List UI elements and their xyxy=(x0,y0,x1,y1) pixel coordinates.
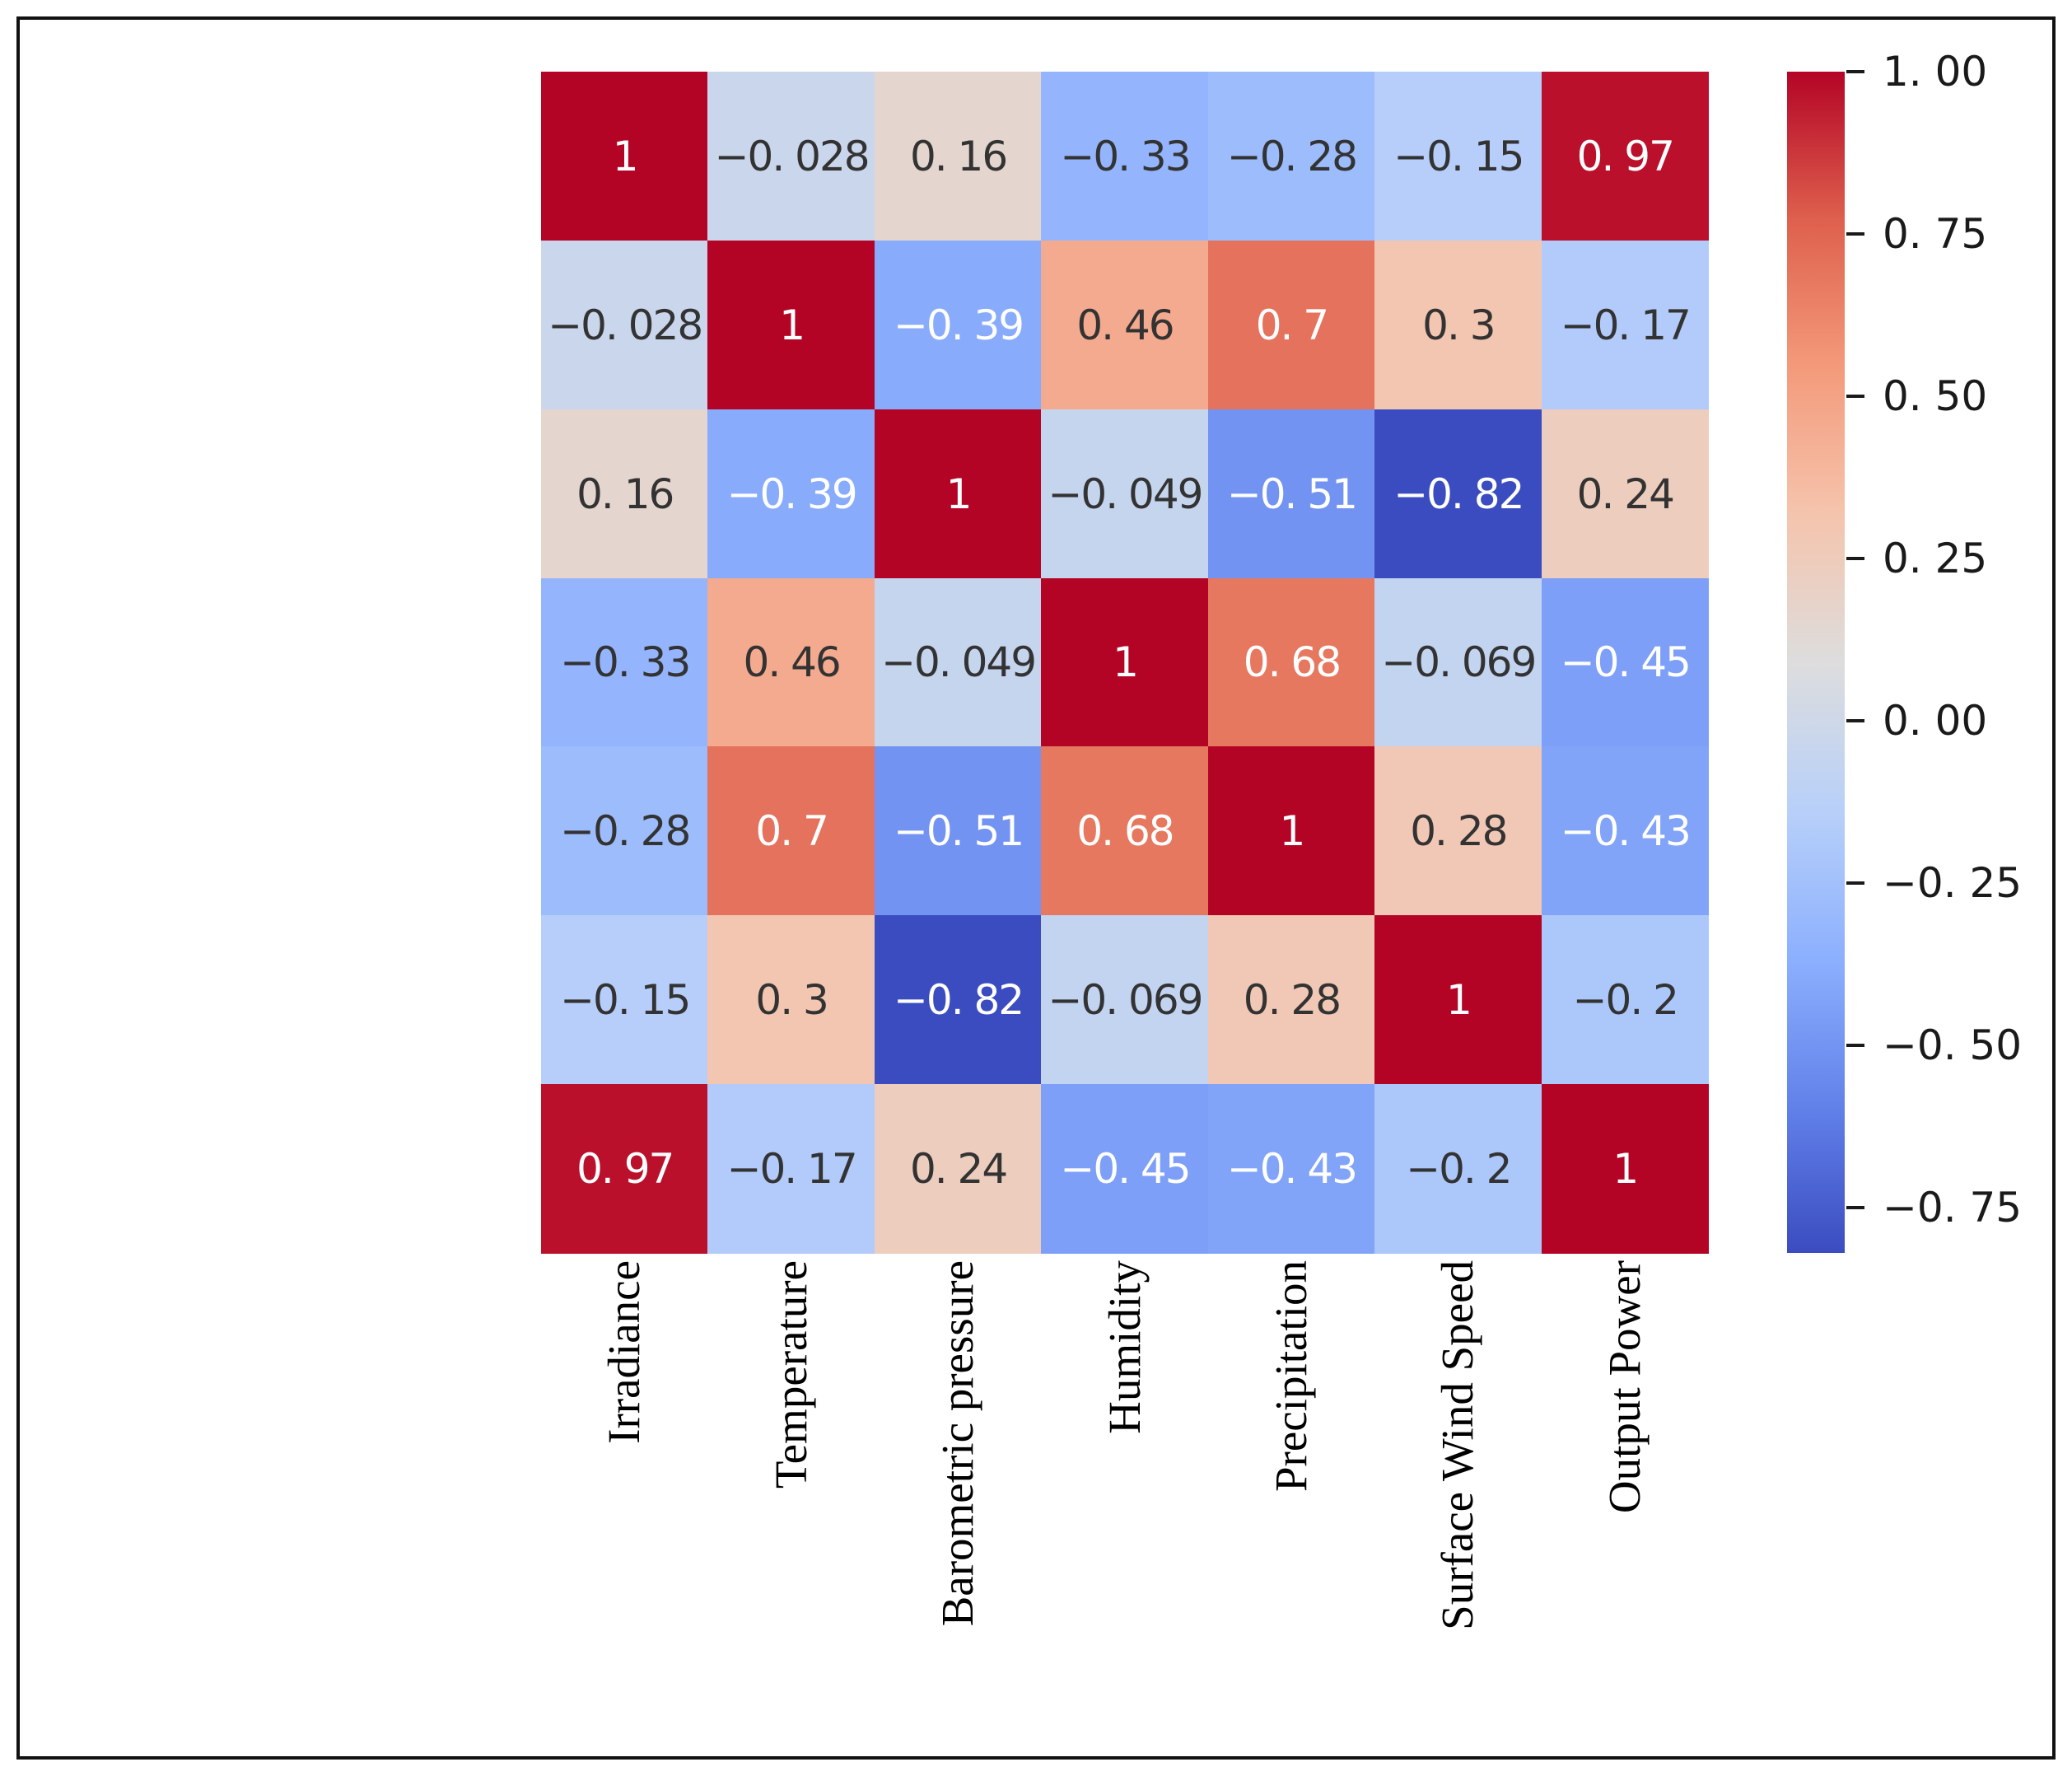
heatmap-cell: 0. 7 xyxy=(1207,240,1376,410)
colorbar-tick-label: 0. 00 xyxy=(1883,696,1988,745)
heatmap-cell: −0. 39 xyxy=(874,240,1043,410)
heatmap-cell: −0. 028 xyxy=(707,72,875,241)
heatmap-cell: −0. 51 xyxy=(874,746,1043,917)
heatmap-cell: 1 xyxy=(1541,1084,1709,1254)
colorbar-tick-label: −0. 25 xyxy=(1883,858,2023,907)
heatmap-cell: −0. 2 xyxy=(1541,915,1709,1086)
heatmap-cell: −0. 45 xyxy=(1041,1084,1209,1254)
heatmap-cell: −0. 069 xyxy=(1374,577,1542,748)
heatmap-cell: 1 xyxy=(1374,915,1542,1086)
heatmap-cell: 0. 28 xyxy=(1374,746,1542,917)
column-label-text: Humidity xyxy=(1099,1260,1150,1434)
heatmap-cell: 0. 3 xyxy=(1374,240,1542,410)
colorbar-tick-label: 0. 25 xyxy=(1883,534,1988,582)
heatmap-cell: −0. 28 xyxy=(1207,72,1376,241)
colorbar-tick-mark xyxy=(1846,394,1864,398)
column-label-text: Barometric pressure xyxy=(932,1260,983,1627)
heatmap-cell: 1 xyxy=(1041,577,1209,748)
column-label-text: Surface Wind Speed xyxy=(1432,1260,1483,1630)
heatmap-cell: 0. 16 xyxy=(874,72,1043,241)
heatmap-cell: 0. 24 xyxy=(1541,409,1709,579)
colorbar-tick-mark xyxy=(1846,556,1864,560)
heatmap-cell: −0. 51 xyxy=(1207,409,1376,579)
heatmap-cell: −0. 28 xyxy=(541,746,709,917)
colorbar-tick-mark xyxy=(1846,70,1864,73)
heatmap-grid: 1 −0. 028 0. 16 −0. 33 −0. 28 −0. 15 0. 97 −0. … xyxy=(541,72,1709,1254)
column-label-text: Output Power xyxy=(1598,1260,1650,1514)
heatmap-cell: 1 xyxy=(707,240,875,410)
heatmap-cell: −0. 43 xyxy=(1541,746,1709,917)
column-label-text: Irradiance xyxy=(599,1260,650,1444)
heatmap-cell: 0. 68 xyxy=(1041,746,1209,917)
colorbar-tick-mark xyxy=(1846,718,1864,722)
colorbar-tick-mark xyxy=(1846,1043,1864,1047)
heatmap-cell: 0. 68 xyxy=(1207,577,1376,748)
colorbar-tick-label: 0. 50 xyxy=(1883,372,1988,420)
heatmap-cell: 0. 16 xyxy=(541,409,709,579)
heatmap-cell: 0. 46 xyxy=(707,577,875,748)
heatmap-cell: −0. 82 xyxy=(874,915,1043,1086)
heatmap-cell: 1 xyxy=(1207,746,1376,917)
column-label-text: Precipitation xyxy=(1265,1260,1316,1493)
heatmap-cell: 0. 28 xyxy=(1207,915,1376,1086)
heatmap-cell: −0. 049 xyxy=(1041,409,1209,579)
colorbar-tick-mark xyxy=(1846,881,1864,885)
colorbar-tick-label: 0. 75 xyxy=(1883,209,1988,258)
colorbar xyxy=(1787,72,1845,1253)
colorbar-tick-mark xyxy=(1846,1205,1864,1209)
heatmap-cell: −0. 39 xyxy=(707,409,875,579)
heatmap-cell: 1 xyxy=(541,72,709,241)
heatmap-cell: 0. 46 xyxy=(1041,240,1209,410)
column-label: Irradiance xyxy=(599,1260,782,1444)
heatmap-cell: 1 xyxy=(874,409,1043,579)
heatmap-cell: −0. 33 xyxy=(1041,72,1209,241)
colorbar-tick-label: −0. 50 xyxy=(1883,1021,2023,1069)
heatmap-cell: 0. 7 xyxy=(707,746,875,917)
colorbar-tick-label: −0. 75 xyxy=(1883,1183,2023,1232)
heatmap-cell: −0. 028 xyxy=(541,240,709,410)
heatmap-cell: 0. 97 xyxy=(541,1084,709,1254)
heatmap-cell: 0. 97 xyxy=(1541,72,1709,241)
heatmap-cell: −0. 43 xyxy=(1207,1084,1376,1254)
heatmap-cell: −0. 15 xyxy=(541,915,709,1086)
heatmap-cell: −0. 2 xyxy=(1374,1084,1542,1254)
heatmap-cell: −0. 82 xyxy=(1374,409,1542,579)
colorbar-tick-mark xyxy=(1846,231,1864,236)
heatmap-cell: −0. 17 xyxy=(707,1084,875,1254)
column-label: Humidity xyxy=(1099,1260,1273,1434)
heatmap-cell: −0. 33 xyxy=(541,577,709,748)
heatmap-cell: −0. 049 xyxy=(874,577,1043,748)
column-label-text: Temperature xyxy=(765,1260,816,1489)
heatmap-cell: 0. 24 xyxy=(874,1084,1043,1254)
heatmap-cell: −0. 069 xyxy=(1041,915,1209,1086)
heatmap-cell: −0. 15 xyxy=(1374,72,1542,241)
heatmap-cell: −0. 45 xyxy=(1541,577,1709,748)
heatmap-cell: −0. 17 xyxy=(1541,240,1709,410)
heatmap-cell: 0. 3 xyxy=(707,915,875,1086)
column-label: Output Power xyxy=(1599,1260,1852,1513)
colorbar-tick-label: 1. 00 xyxy=(1883,48,1988,96)
